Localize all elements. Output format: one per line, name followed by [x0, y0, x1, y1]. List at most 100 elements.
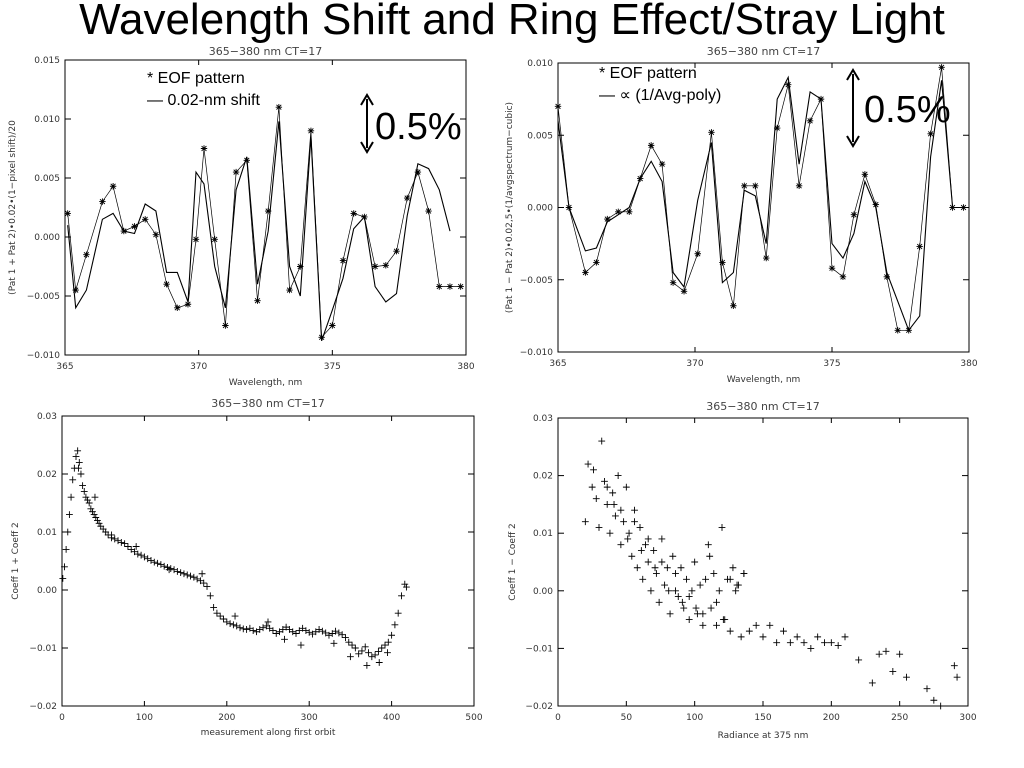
data-point-plus — [351, 644, 359, 652]
data-point-plus — [62, 546, 70, 553]
data-point-plus — [342, 634, 349, 641]
data-point-plus — [603, 483, 611, 491]
data-point-plus — [75, 459, 83, 466]
data-point-plus — [264, 618, 272, 626]
data-point-plus — [368, 653, 376, 661]
data-point-asterisk — [647, 142, 655, 149]
data-point-plus — [614, 472, 622, 479]
data-point-plus — [61, 563, 68, 571]
data-point-plus — [827, 639, 835, 647]
series-1 — [59, 447, 410, 669]
x-tick-label: 300 — [959, 713, 976, 723]
data-point-plus — [713, 598, 720, 606]
x-axis-label: Wavelength, nm — [229, 378, 303, 388]
x-tick-label: 200 — [823, 713, 840, 723]
data-point-plus — [702, 575, 709, 583]
data-point-plus — [707, 604, 715, 612]
data-point-plus — [210, 604, 218, 611]
data-point-plus — [348, 641, 356, 649]
data-point-plus — [726, 575, 734, 583]
data-point-plus — [220, 615, 227, 623]
data-point-plus — [713, 621, 720, 629]
data-point-plus — [631, 506, 638, 514]
data-point-plus — [198, 570, 206, 578]
y-tick-label: −0.010 — [520, 348, 554, 358]
data-point-plus — [358, 647, 366, 655]
data-point-plus — [111, 535, 119, 543]
data-point-plus — [639, 575, 647, 583]
data-point-plus — [233, 622, 241, 630]
data-point-plus — [834, 642, 842, 649]
chart-title: 365−380 nm CT=17 — [707, 45, 821, 58]
data-point-asterisk — [828, 264, 836, 272]
data-point-asterisk — [99, 198, 106, 205]
data-point-asterisk — [436, 283, 443, 290]
data-point-plus — [190, 573, 198, 581]
data-point-plus — [365, 649, 372, 657]
data-point-plus — [90, 511, 98, 518]
data-point-asterisk — [275, 104, 283, 111]
data-point-plus — [584, 460, 592, 468]
data-point-plus — [669, 552, 677, 560]
y-tick-label: 0.015 — [34, 56, 60, 66]
data-point-asterisk — [350, 210, 357, 217]
data-point-plus — [335, 629, 343, 637]
data-point-plus — [807, 645, 815, 652]
x-axis-label: Wavelength, nm — [727, 375, 801, 385]
y-axis-label: Coeff 1 + Coeff 2 — [11, 522, 21, 600]
data-point-plus — [923, 685, 931, 693]
data-point-plus — [672, 587, 679, 595]
chart-4: 365−380 nm CT=17 0 50 100 150 200 250 300 −0.02 −… — [508, 400, 977, 741]
data-point-plus — [243, 626, 250, 633]
data-point-plus — [384, 649, 391, 657]
y-tick-label: 0.005 — [527, 131, 553, 141]
series-1 — [581, 437, 961, 710]
data-point-plus — [236, 624, 244, 632]
data-point-plus — [137, 551, 145, 559]
data-point-plus — [737, 633, 745, 641]
data-point-plus — [773, 639, 781, 647]
data-point-plus — [636, 524, 644, 531]
x-tick-label: 365 — [549, 359, 566, 369]
data-point-plus — [609, 489, 617, 497]
data-point-plus — [231, 612, 239, 620]
data-point-asterisk — [795, 182, 803, 190]
data-point-asterisk — [669, 279, 677, 286]
y-tick-label: −0.005 — [520, 276, 553, 286]
data-point-plus — [644, 535, 652, 543]
data-point-asterisk — [286, 286, 293, 294]
y-tick-label: −0.01 — [525, 644, 553, 654]
data-point-plus — [766, 621, 774, 629]
data-point-asterisk — [872, 201, 880, 208]
data-point-plus — [680, 604, 688, 612]
data-point-asterisk — [883, 273, 890, 281]
data-point-plus — [305, 628, 313, 636]
data-point-plus — [665, 587, 673, 595]
x-tick-label: 300 — [301, 713, 318, 723]
data-point-plus — [617, 541, 625, 549]
data-point-plus — [332, 627, 339, 635]
y-tick-label: −0.010 — [27, 351, 61, 361]
data-point-plus — [661, 581, 668, 589]
data-point-plus — [588, 483, 596, 491]
data-point-plus — [165, 566, 173, 574]
data-point-plus — [259, 624, 267, 632]
data-point-asterisk — [152, 231, 160, 238]
data-point-asterisk — [719, 259, 726, 266]
data-point-asterisk — [393, 247, 400, 255]
data-point-plus — [620, 518, 627, 526]
x-tick-label: 370 — [190, 362, 207, 372]
data-point-plus — [704, 541, 712, 549]
data-point-plus — [117, 539, 125, 546]
data-point-asterisk — [339, 257, 347, 264]
data-point-plus — [180, 570, 188, 578]
data-point-plus — [355, 650, 363, 658]
data-point-plus — [726, 627, 734, 635]
y-tick-label: 0.000 — [527, 204, 553, 214]
data-point-plus — [59, 575, 67, 582]
scale-arrow-icon — [846, 68, 860, 148]
data-point-plus — [666, 610, 674, 618]
data-point-asterisk — [752, 182, 759, 190]
data-point-plus — [672, 570, 679, 577]
plot-frame — [64, 59, 467, 356]
